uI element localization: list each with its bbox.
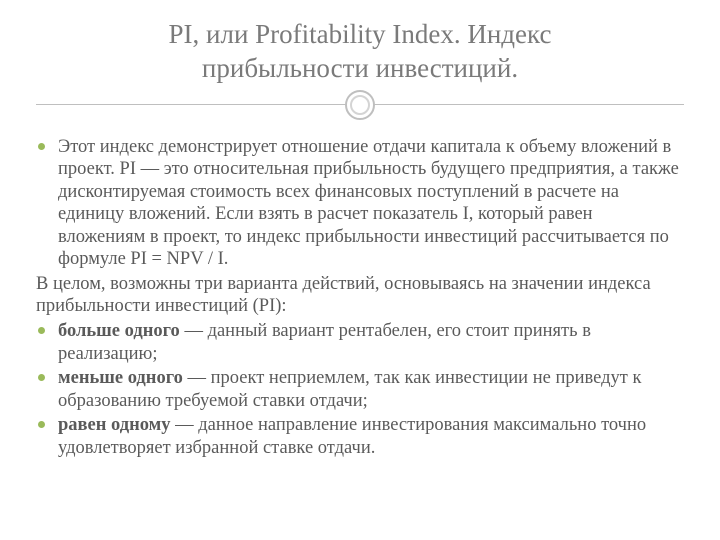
list-item: равен одному — данное направление инвест… <box>36 414 684 459</box>
bullet-text-1: больше одного — данный вариант рентабеле… <box>58 320 684 365</box>
list-item: меньше одного — проект неприемлем, так к… <box>36 367 684 412</box>
title-line-1: PI, или Profitability Index. Индекс <box>169 19 552 49</box>
divider-line-right <box>374 104 684 105</box>
slide-title: PI, или Profitability Index. Индекс приб… <box>36 18 684 86</box>
title-line-2: прибыльности инвестиций. <box>202 53 518 83</box>
bullet-bold-3: равен одному <box>58 415 171 435</box>
bullet-icon <box>36 414 58 459</box>
bullet-bold-1: больше одного <box>58 321 180 341</box>
slide-container: PI, или Profitability Index. Индекс приб… <box>0 0 720 540</box>
intro-text: Этот индекс демонстрирует отношение отда… <box>58 136 684 271</box>
bullet-text-2: меньше одного — проект неприемлем, так к… <box>58 367 684 412</box>
list-item: Этот индекс демонстрирует отношение отда… <box>36 136 684 271</box>
divider-line-left <box>36 104 346 105</box>
bullet-icon <box>36 367 58 412</box>
slide-content: Этот индекс демонстрирует отношение отда… <box>36 136 684 460</box>
bullet-bold-2: меньше одного <box>58 368 183 388</box>
middle-paragraph: В целом, возможны три варианта действий,… <box>36 273 684 318</box>
bullet-icon <box>36 320 58 365</box>
bullet-text-3: равен одному — данное направление инвест… <box>58 414 684 459</box>
divider-inner-circle <box>350 95 370 115</box>
title-divider <box>36 90 684 120</box>
divider-circle-icon <box>345 90 375 120</box>
bullet-icon <box>36 136 58 271</box>
list-item: больше одного — данный вариант рентабеле… <box>36 320 684 365</box>
